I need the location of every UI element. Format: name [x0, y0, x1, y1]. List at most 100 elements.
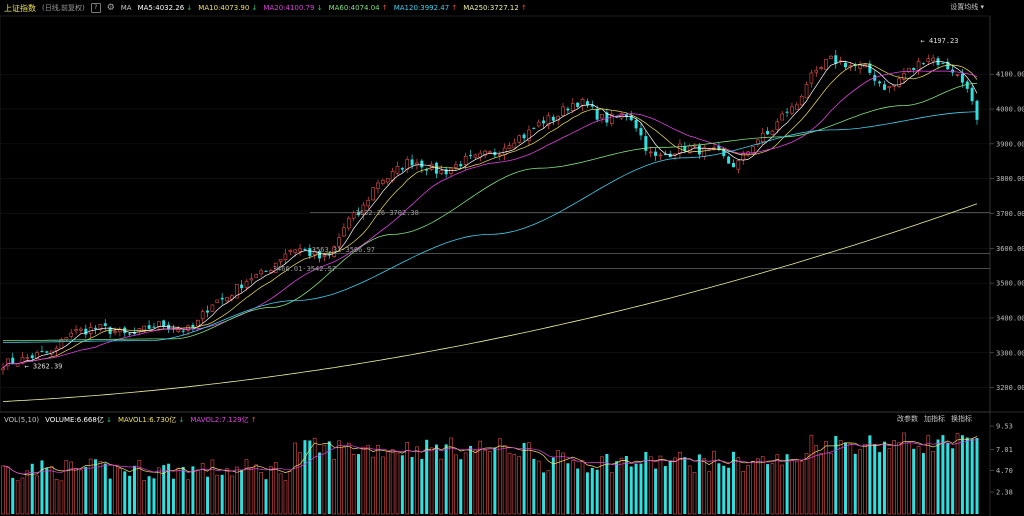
candle-body	[878, 81, 882, 84]
candle-body	[20, 357, 25, 364]
candle-body	[542, 120, 546, 124]
candle-body	[960, 73, 964, 83]
volume-bar	[264, 479, 268, 514]
candle-body	[1, 367, 5, 371]
volume-bar	[11, 477, 15, 514]
volume-bar	[488, 451, 492, 515]
volume-header: VOL(5,10) VOLUME:6.668亿 ↓ MAVOL1:6.730亿 ↓…	[0, 414, 1024, 426]
candle-body	[298, 248, 302, 252]
settings-ma-button[interactable]: 设置均线 ▾	[950, 3, 984, 11]
candle-body	[965, 81, 969, 89]
candle-body	[35, 352, 39, 359]
candle-body	[941, 62, 945, 64]
volume-bar	[322, 444, 327, 515]
volume-bar	[167, 463, 171, 514]
volume-bar	[722, 465, 726, 514]
volume-bar	[249, 467, 254, 515]
volume-bar	[951, 448, 955, 514]
candle-body	[585, 101, 589, 106]
volume-bar	[244, 459, 249, 515]
volume-bar	[303, 440, 307, 514]
volume-bar	[936, 439, 940, 514]
volume-bar	[69, 461, 73, 515]
candle-body	[449, 168, 453, 174]
annotation-label-3: 3563.31-3596.97	[312, 246, 375, 254]
volume-bar	[741, 471, 746, 515]
volume-bar	[775, 454, 780, 515]
volume-bar	[975, 438, 979, 514]
tick-label-3: 3500.00	[996, 280, 1024, 288]
gear-icon[interactable]: ⚙	[106, 3, 115, 13]
candle-body	[54, 347, 59, 352]
volume-bar	[707, 471, 711, 515]
help-icon[interactable]: ?	[90, 3, 101, 13]
candle-body	[595, 108, 599, 120]
volume-bar	[873, 444, 877, 514]
volume-bar	[561, 452, 565, 515]
candle-body	[103, 323, 107, 326]
candle-body	[619, 113, 624, 119]
index-title[interactable]: 上证指数	[4, 3, 36, 13]
volume-bar	[799, 461, 804, 515]
chart-header: 上证指数 (日线,前复权) ? ⚙ MA MA5:4032.26 ↓ MA10:4…	[0, 0, 1024, 16]
indicator-button-0[interactable]: 改参数	[897, 415, 918, 423]
volume-bar	[946, 443, 950, 514]
candle-body	[357, 211, 361, 216]
volume-bar	[74, 467, 78, 515]
ma-values: MA5:4032.26 ↓ MA10:4073.90 ↓ MA20:4100.79 …	[138, 4, 527, 12]
candle-body	[147, 325, 151, 329]
volume-bar	[790, 460, 794, 515]
volume-bar	[751, 461, 755, 515]
volume-bar	[225, 468, 229, 515]
candle-body	[327, 253, 331, 255]
arrow-down-icon: ↓	[249, 4, 258, 12]
annotation-label-4: 3466.01-3542.57	[273, 265, 336, 273]
candle-body	[493, 152, 497, 156]
candle-body	[488, 151, 492, 154]
candle-body	[804, 84, 809, 99]
candle-body	[259, 270, 263, 275]
candle-body	[590, 105, 594, 107]
price-grid	[0, 73, 990, 388]
candle-body	[955, 74, 960, 76]
volume-bar	[54, 478, 59, 515]
volume-bar	[49, 466, 54, 515]
candle-body	[220, 297, 224, 300]
volume-bar	[668, 460, 672, 514]
volume-bar	[848, 442, 853, 515]
volume-bar	[868, 435, 872, 514]
candle-body	[405, 159, 410, 170]
volume-bar	[570, 460, 575, 515]
volume-bar	[128, 475, 132, 514]
candle-body	[366, 199, 371, 207]
candle-body	[425, 169, 429, 171]
candle-body	[244, 280, 249, 288]
candle-body	[454, 164, 458, 168]
volume-bar	[25, 470, 30, 515]
volume-bar	[493, 447, 497, 514]
candle-body	[736, 160, 741, 170]
volume-bar	[420, 458, 424, 514]
indicator-button-2[interactable]: 换指标	[951, 415, 972, 423]
volume-bar	[1, 465, 5, 515]
volume-bar	[327, 441, 331, 514]
indicator-button-1[interactable]: 加指标	[924, 415, 945, 423]
volume-bar	[342, 446, 346, 515]
candle-body	[395, 165, 400, 174]
candle-body	[634, 119, 638, 129]
arrow-down-icon: ↓	[184, 4, 193, 12]
index-subtitle[interactable]: (日线,前复权)	[42, 4, 85, 12]
vol-label: VOL(5,10)	[4, 416, 40, 424]
candle-body	[381, 180, 385, 184]
candle-body	[697, 145, 701, 155]
volume-bar	[6, 467, 10, 515]
price-axis: 3200.00 3300.00 3400.00 3500.00 3600.00 3700.…	[990, 71, 1024, 392]
arrow-up-icon: ↑	[248, 416, 257, 424]
candle-body	[609, 113, 614, 124]
tick-label-6: 3800.00	[996, 175, 1024, 183]
candle-body	[94, 327, 98, 329]
candle-body	[785, 111, 789, 113]
candle-body	[15, 363, 20, 367]
volume-bar	[176, 467, 181, 515]
candle-body	[361, 204, 366, 215]
